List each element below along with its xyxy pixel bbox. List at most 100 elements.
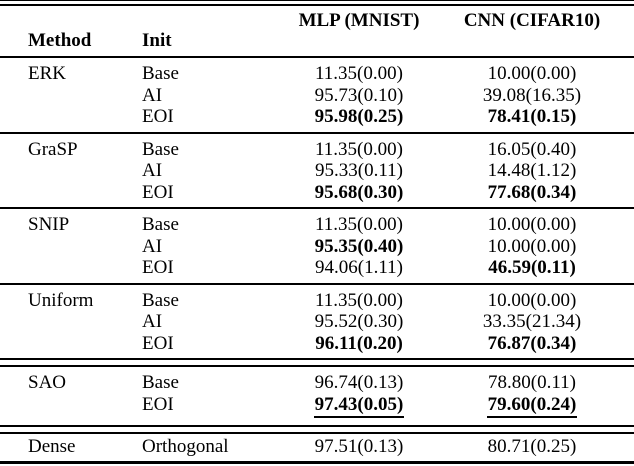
- method-cell: [0, 311, 142, 333]
- mlp-value-cell: 96.11(0.20): [288, 333, 430, 355]
- section-erk: ERK Base 11.35(0.00) 10.00(0.00) AI 95.73(0.1…: [0, 58, 634, 132]
- top-rule: [0, 0, 634, 6]
- table-row: Dense Orthogonal 97.51(0.13) 80.71(0.25): [0, 436, 634, 458]
- table-body: ERK Base 11.35(0.00) 10.00(0.00) AI 95.73(0.1…: [0, 58, 634, 461]
- mlp-value-cell: 95.33(0.11): [288, 160, 430, 182]
- mlp-value-cell: 96.74(0.13): [288, 372, 430, 394]
- cnn-value-cell-text: 39.08(16.35): [482, 84, 582, 106]
- section-rule-single: [0, 207, 634, 209]
- cnn-value-cell-text: 14.48(1.12): [487, 160, 577, 181]
- mlp-value-cell-text: 95.52(0.30): [314, 311, 404, 332]
- mlp-value-cell: 94.06(1.11): [288, 257, 430, 279]
- init-cell: EOI: [142, 182, 288, 204]
- mlp-value-cell: 11.35(0.00): [288, 139, 430, 161]
- mlp-value-cell-text: 11.35(0.00): [315, 138, 403, 160]
- cnn-value-cell-text: 79.60(0.24): [486, 394, 578, 418]
- mlp-value-cell-text: 97.43(0.05): [313, 394, 405, 418]
- mlp-value-cell: 97.51(0.13): [288, 436, 430, 458]
- init-cell: AI: [142, 160, 288, 182]
- table-row: SNIP Base 11.35(0.00) 10.00(0.00): [0, 214, 634, 236]
- init-cell: EOI: [142, 106, 288, 128]
- section-rule-double: [0, 358, 634, 367]
- cnn-value-cell-text: 78.80(0.11): [488, 372, 576, 393]
- method-cell-text: Dense: [28, 436, 76, 457]
- table-row: AI 95.35(0.40) 10.00(0.00): [0, 236, 634, 258]
- mlp-value-cell-text: 95.33(0.11): [315, 160, 403, 181]
- mlp-value-cell-text: 11.35(0.00): [315, 289, 403, 311]
- init-cell-text: AI: [142, 235, 163, 257]
- header-mlp-mnist: MLP (MNIST): [288, 6, 430, 32]
- method-cell-text: Uniform: [28, 289, 94, 311]
- method-cell-text: SAO: [28, 372, 67, 393]
- mlp-value-cell-text: 94.06(1.11): [315, 257, 403, 278]
- cnn-value-cell: 10.00(0.00): [430, 63, 634, 85]
- section-dense: Dense Orthogonal 97.51(0.13) 80.71(0.25): [0, 434, 634, 461]
- mlp-value-cell: 11.35(0.00): [288, 290, 430, 312]
- bottom-rule: [0, 460, 634, 464]
- section-snip: SNIP Base 11.35(0.00) 10.00(0.00) AI 95.35(0.…: [0, 209, 634, 283]
- section-grasp: GraSP Base 11.35(0.00) 16.05(0.40) AI 95.33(0…: [0, 134, 634, 208]
- init-cell-text: EOI: [142, 181, 174, 203]
- init-cell: Orthogonal: [142, 436, 288, 458]
- table-row: SAO Base 96.74(0.13) 78.80(0.11): [0, 372, 634, 394]
- section-rule-double: [0, 425, 634, 434]
- init-cell: AI: [142, 85, 288, 107]
- init-cell-text: EOI: [142, 106, 174, 127]
- table-row: EOI 94.06(1.11) 46.59(0.11): [0, 257, 634, 279]
- method-cell: [0, 85, 142, 107]
- mlp-value-cell-text: 97.51(0.13): [314, 436, 404, 457]
- section-rule-single: [0, 131, 634, 134]
- cnn-value-cell-text: 16.05(0.40): [487, 138, 577, 160]
- init-cell-text: AI: [142, 311, 163, 332]
- mlp-value-cell: 95.35(0.40): [288, 236, 430, 258]
- cnn-value-cell: 80.71(0.25): [430, 436, 634, 458]
- header-method: Method: [0, 30, 142, 56]
- mlp-value-cell: 95.73(0.10): [288, 85, 430, 107]
- header-init-label: Init: [142, 30, 172, 51]
- table-row: AI 95.52(0.30) 33.35(21.34): [0, 311, 634, 333]
- mlp-value-cell-text: 11.35(0.00): [315, 214, 403, 235]
- init-cell: Base: [142, 214, 288, 236]
- cnn-value-cell: 46.59(0.11): [430, 257, 634, 279]
- cnn-value-cell: 16.05(0.40): [430, 139, 634, 161]
- cnn-value-cell: 78.80(0.11): [430, 372, 634, 394]
- init-cell: Base: [142, 139, 288, 161]
- header-method-label: Method: [28, 30, 92, 51]
- init-cell: Base: [142, 63, 288, 85]
- init-cell: AI: [142, 236, 288, 258]
- cnn-value-cell: 76.87(0.34): [430, 333, 634, 355]
- cnn-value-cell: 10.00(0.00): [430, 236, 634, 258]
- init-cell-text: Base: [142, 214, 179, 235]
- cnn-value-cell-text: 10.00(0.00): [487, 235, 577, 257]
- method-cell: Dense: [0, 436, 142, 458]
- method-cell: [0, 333, 142, 355]
- init-cell-text: EOI: [142, 257, 174, 278]
- cnn-value-cell: 14.48(1.12): [430, 160, 634, 182]
- cnn-value-cell-text: 10.00(0.00): [487, 63, 577, 84]
- table-row: EOI 96.11(0.20) 76.87(0.34): [0, 333, 634, 355]
- cnn-value-cell: 39.08(16.35): [430, 85, 634, 107]
- init-cell-text: Base: [142, 63, 179, 84]
- method-cell: SAO: [0, 372, 142, 394]
- init-cell: EOI: [142, 257, 288, 279]
- init-cell-text: EOI: [142, 393, 174, 415]
- cnn-value-cell-text: 10.00(0.00): [487, 289, 577, 311]
- section-rule-single: [0, 282, 634, 285]
- cnn-value-cell: 33.35(21.34): [430, 311, 634, 333]
- cnn-value-cell-text: 80.71(0.25): [487, 436, 577, 457]
- init-cell-text: AI: [142, 160, 163, 181]
- method-cell: SNIP: [0, 214, 142, 236]
- mlp-value-cell: 97.43(0.05): [288, 394, 430, 418]
- init-cell: EOI: [142, 394, 288, 419]
- init-cell-text: Orthogonal: [142, 436, 229, 457]
- mlp-value-cell: 11.35(0.00): [288, 63, 430, 85]
- method-cell: [0, 257, 142, 279]
- method-cell: [0, 160, 142, 182]
- method-cell-text: ERK: [28, 63, 66, 84]
- header-init: Init: [142, 30, 288, 56]
- cnn-value-cell: 78.41(0.15): [430, 106, 634, 128]
- init-cell-text: EOI: [142, 332, 174, 354]
- table-row: Uniform Base 11.35(0.00) 10.00(0.00): [0, 290, 634, 312]
- table-row: GraSP Base 11.35(0.00) 16.05(0.40): [0, 139, 634, 161]
